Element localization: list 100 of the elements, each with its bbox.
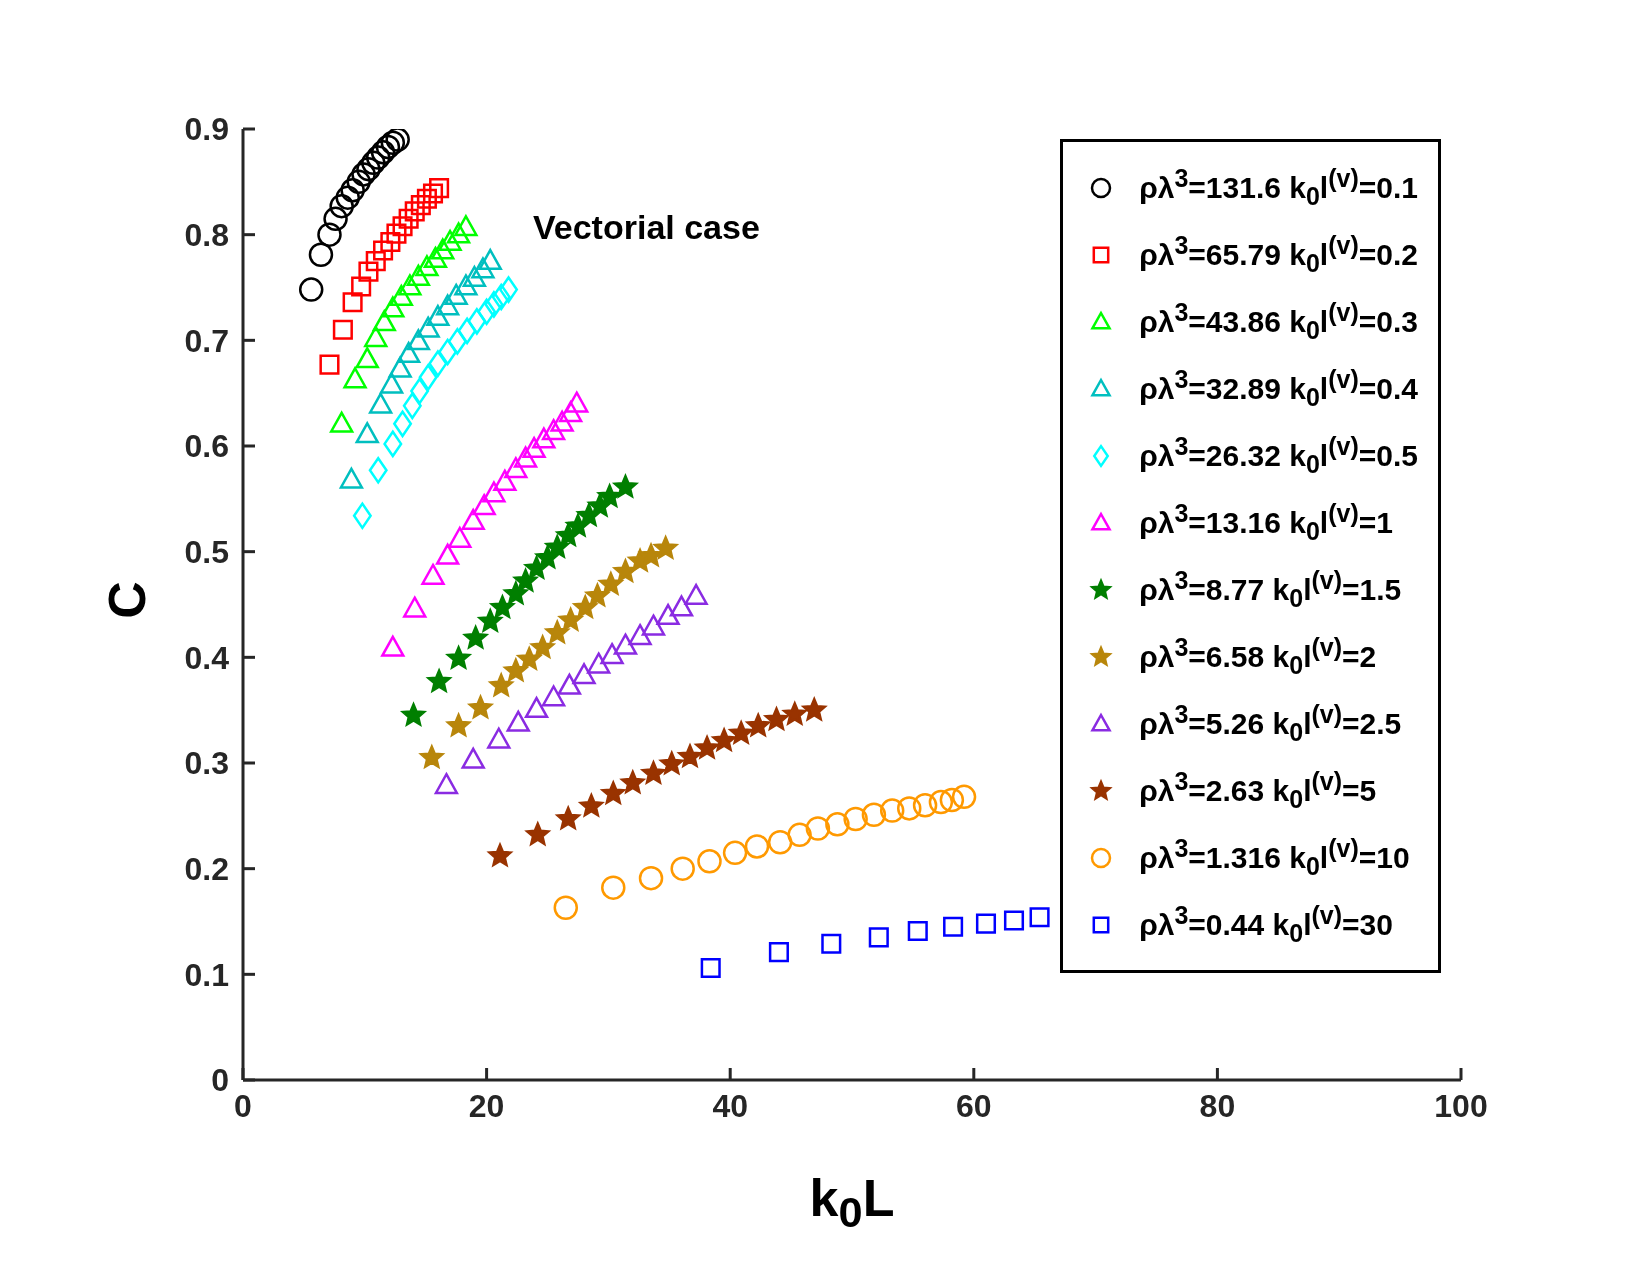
point xyxy=(722,840,748,866)
point xyxy=(427,669,451,692)
point xyxy=(472,493,496,516)
point xyxy=(332,319,353,340)
point xyxy=(386,223,407,244)
point xyxy=(380,232,401,253)
point xyxy=(557,673,582,695)
point xyxy=(477,298,497,326)
legend-label: ρλ$^{3}$=43.86 k$_{0}$l$^{(v)}$=0.3 xyxy=(1139,298,1418,345)
point xyxy=(487,671,515,698)
point xyxy=(457,317,477,345)
y-tick-label: 0.4 xyxy=(184,639,230,676)
point xyxy=(329,411,354,433)
point xyxy=(515,645,543,671)
point xyxy=(571,593,599,620)
legend-label: ρλ$^{3}$=1.316 k$_{0}$l$^{(v)}$=10 xyxy=(1139,834,1410,881)
point xyxy=(372,310,396,332)
point xyxy=(1003,910,1025,931)
point xyxy=(558,608,583,631)
point xyxy=(416,316,440,338)
point xyxy=(744,834,770,859)
point xyxy=(541,418,566,441)
point xyxy=(438,229,462,252)
point xyxy=(392,216,413,237)
point xyxy=(613,633,638,655)
point xyxy=(368,392,393,414)
point xyxy=(454,215,478,237)
legend-label: ρλ$^{3}$=0.44 k$_{0}$l$^{(v)}$=30 xyxy=(1139,901,1393,948)
point xyxy=(447,328,467,355)
point xyxy=(641,761,666,784)
legend-label: ρλ$^{3}$=8.77 k$_{0}$l$^{(v)}$=1.5 xyxy=(1139,566,1402,613)
point xyxy=(403,596,427,618)
x-axis-title: k$_{0}$L xyxy=(808,1168,896,1238)
point xyxy=(355,347,379,369)
point xyxy=(783,702,807,725)
point xyxy=(678,744,702,767)
point xyxy=(586,652,611,674)
point xyxy=(805,816,831,841)
point xyxy=(658,749,684,776)
point xyxy=(402,392,422,420)
point xyxy=(361,150,386,176)
point xyxy=(484,291,504,318)
point xyxy=(342,292,363,313)
point xyxy=(506,710,530,732)
point xyxy=(319,354,340,375)
point xyxy=(975,913,997,934)
point xyxy=(431,238,455,260)
point xyxy=(467,307,487,335)
point xyxy=(487,727,511,749)
point xyxy=(462,265,487,287)
point xyxy=(370,140,396,165)
point xyxy=(416,188,437,209)
point xyxy=(600,642,624,665)
point xyxy=(379,372,404,394)
point xyxy=(558,400,583,423)
x-tick-label: 40 xyxy=(712,1087,748,1124)
x-tick-label: 0 xyxy=(234,1087,252,1124)
y-axis-title: C xyxy=(96,580,157,619)
annotation: Vectorial case xyxy=(533,208,760,247)
point xyxy=(868,927,889,948)
point xyxy=(768,942,789,963)
y-tick-label: 0.6 xyxy=(184,428,229,465)
point xyxy=(524,696,549,719)
point xyxy=(323,206,348,232)
point xyxy=(358,261,379,282)
point xyxy=(513,569,538,592)
point xyxy=(532,427,556,449)
point xyxy=(421,563,445,585)
legend-label: ρλ$^{3}$=26.32 k$_{0}$l$^{(v)}$=0.5 xyxy=(1139,432,1418,479)
point xyxy=(396,341,421,364)
point xyxy=(406,329,431,351)
point xyxy=(446,646,471,669)
point xyxy=(499,276,519,303)
point xyxy=(897,796,922,821)
point xyxy=(406,264,431,286)
point xyxy=(317,222,342,247)
point xyxy=(513,446,538,468)
x-tick-label: 60 xyxy=(956,1087,992,1124)
point xyxy=(351,162,376,187)
point xyxy=(729,721,753,744)
point xyxy=(352,502,372,530)
point xyxy=(471,257,495,279)
point xyxy=(613,474,638,498)
legend-label: ρλ$^{3}$=13.16 k$_{0}$l$^{(v)}$=1 xyxy=(1139,499,1393,546)
point xyxy=(308,242,334,267)
point xyxy=(428,350,448,377)
point xyxy=(601,875,626,900)
point xyxy=(435,543,460,565)
legend-label: ρλ$^{3}$=2.63 k$_{0}$l$^{(v)}$=5 xyxy=(1139,767,1377,814)
point xyxy=(653,536,678,559)
point xyxy=(656,603,680,626)
point xyxy=(388,356,412,378)
point xyxy=(491,283,511,311)
point xyxy=(346,169,371,195)
point xyxy=(389,284,414,306)
point xyxy=(463,626,488,649)
point xyxy=(351,276,372,297)
point xyxy=(584,581,611,608)
point xyxy=(550,410,574,432)
point xyxy=(565,391,589,413)
